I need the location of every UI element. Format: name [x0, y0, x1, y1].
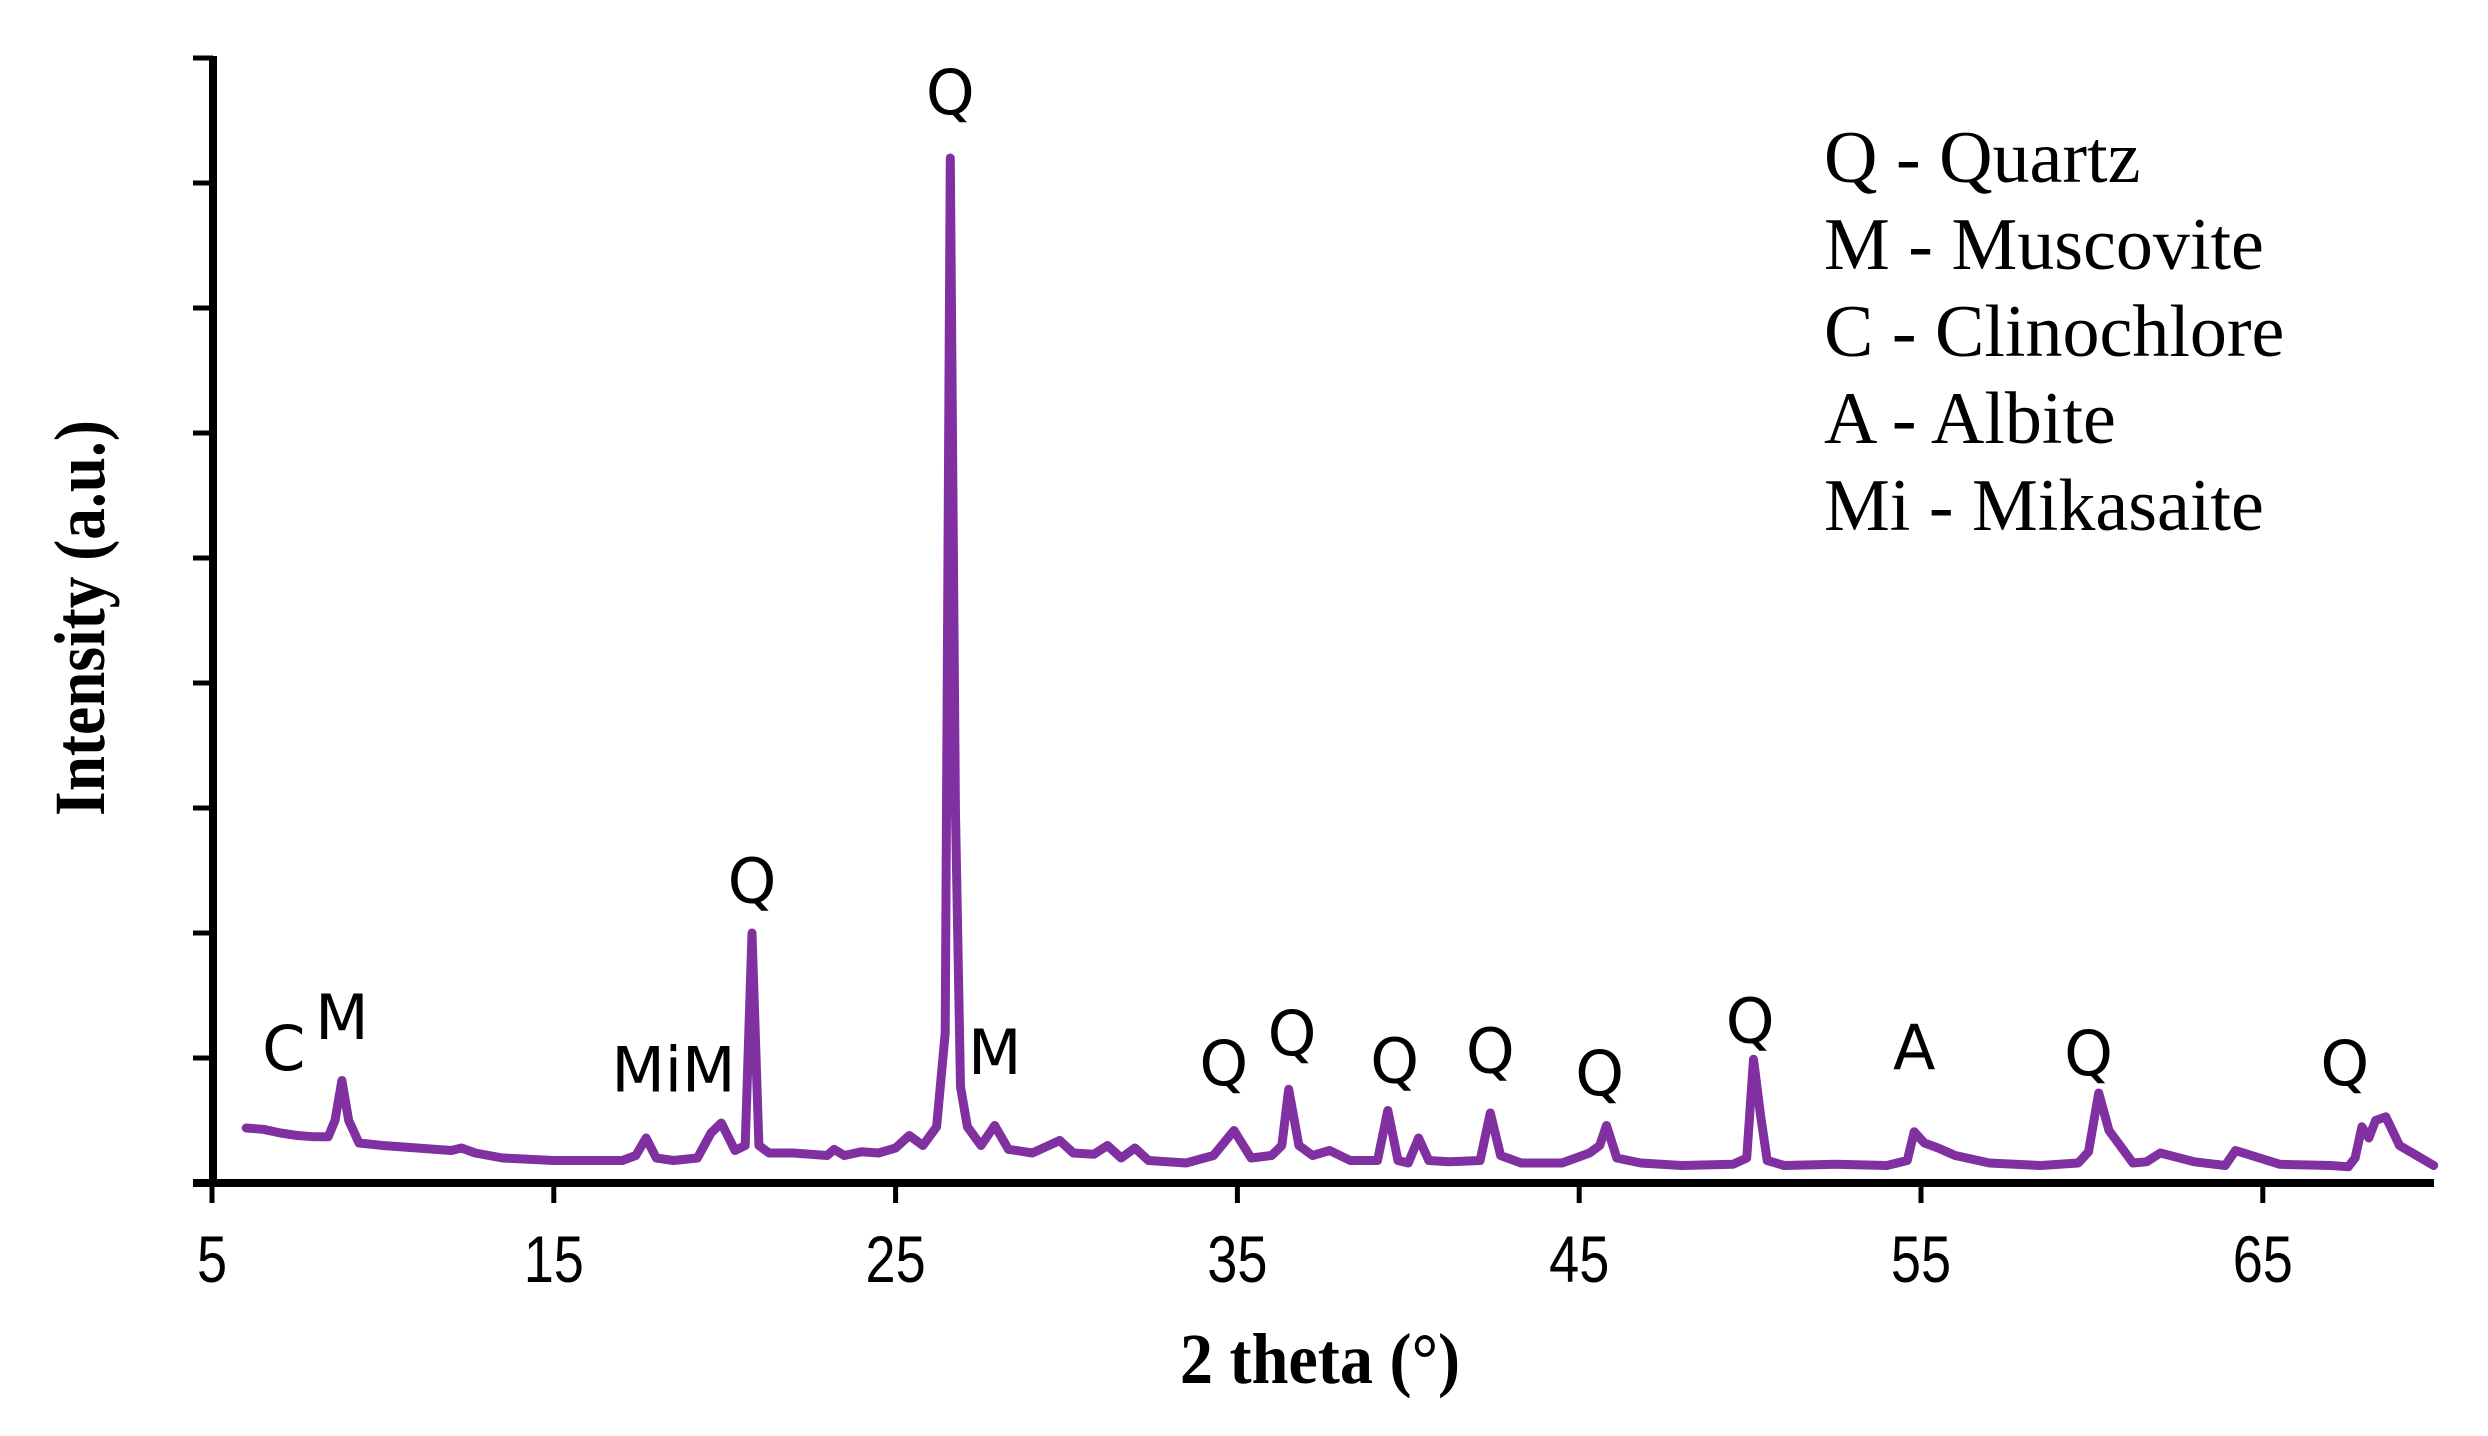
legend-item-muscovite: M - Muscovite — [1824, 204, 2264, 286]
peak-label: Q — [926, 56, 975, 129]
peak-label: Q — [2320, 1027, 2369, 1100]
peak-label: Q — [1199, 1027, 1248, 1100]
legend: Q - Quartz M - Muscovite C - Clinochlore… — [1824, 117, 2284, 547]
peak-label: M — [968, 1016, 1022, 1089]
x-axis-title: 2 theta (°) — [1180, 1318, 1460, 1398]
x-tick-label: 25 — [866, 1222, 926, 1296]
peak-label: M — [315, 981, 369, 1054]
x-tick-label: 5 — [197, 1222, 227, 1296]
x-tick-label: 45 — [1549, 1222, 1609, 1296]
peak-label: Q — [1726, 985, 1775, 1058]
peak-label: Q — [728, 845, 777, 918]
peak-label: Q — [1575, 1037, 1624, 1110]
x-tick-labels: 5 15 25 35 45 55 65 — [197, 1222, 2293, 1296]
x-tick-label: 65 — [2233, 1222, 2293, 1296]
peak-label: Q — [2064, 1017, 2113, 1090]
peak-label: MiM — [611, 1033, 735, 1106]
legend-item-mikasaite: Mi - Mikasaite — [1824, 465, 2264, 547]
y-axis-title: Intensity (a.u.) — [40, 420, 120, 816]
peak-label: Q — [1466, 1015, 1515, 1088]
legend-item-clinochlore: C - Clinochlore — [1824, 291, 2284, 373]
peak-label: A — [1893, 1011, 1935, 1084]
peak-label: C — [262, 1012, 305, 1085]
legend-item-quartz: Q - Quartz — [1824, 117, 2140, 199]
peak-label: Q — [1268, 997, 1317, 1070]
x-tick-label: 15 — [524, 1222, 584, 1296]
x-tick-label: 35 — [1207, 1222, 1267, 1296]
xrd-pattern-line — [241, 153, 2439, 1172]
peak-label: Q — [1370, 1025, 1419, 1098]
x-tick-label: 55 — [1891, 1222, 1951, 1296]
legend-item-albite: A - Albite — [1824, 378, 2116, 460]
